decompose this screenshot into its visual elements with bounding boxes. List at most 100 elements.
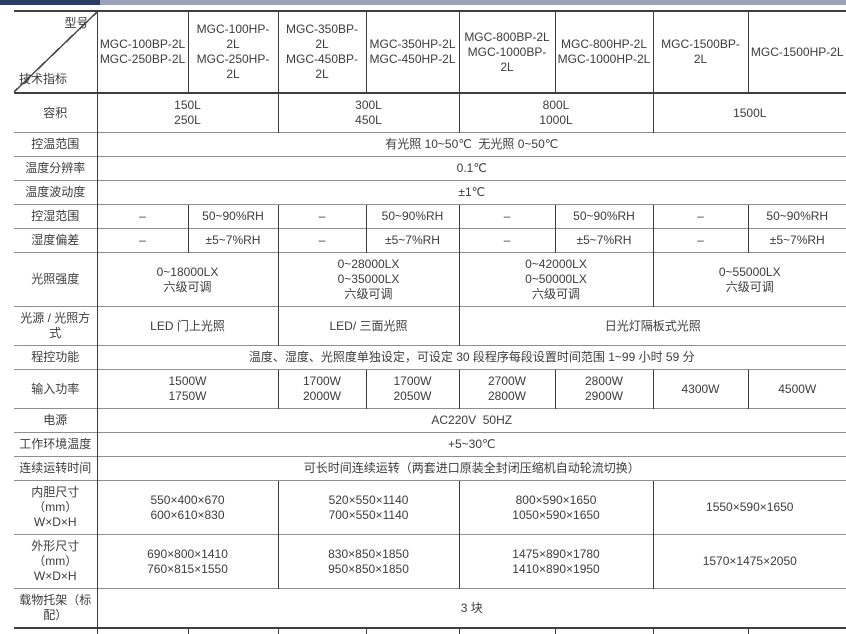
spec-value-cell: 日光灯隔板式光照 xyxy=(458,306,846,346)
spec-value-cell: 1550×590×1650 xyxy=(652,480,846,535)
spec-row-11: 工作环境温度 +5~30℃ xyxy=(14,432,846,457)
spec-value-cell: 50~90%RH xyxy=(365,204,459,229)
model-header-row: 型号 技术指标 MGC-100BP-2L MGC-250BP-2L MGC-100H… xyxy=(14,10,846,93)
spec-value-cell: ±5~7%RH xyxy=(365,228,459,253)
model-header-cell-1: MGC-100BP-2L MGC-250BP-2L xyxy=(96,10,188,93)
spec-row-9: 输入功率 1500W 1750W 1700W 2000W 1700W 2050W 2700W 2… xyxy=(14,369,846,409)
spec-value-cell: – xyxy=(277,228,366,253)
spec-value-cell: 有光照 10~50℃ 无光照 0~50℃ xyxy=(96,132,846,157)
model-header-cell-5: MGC-800BP-2L MGC-1000BP-2L xyxy=(458,10,555,93)
spec-value-cell: 3 块 xyxy=(96,588,846,628)
spec-table: 型号 技术指标 MGC-100BP-2L MGC-250BP-2L MGC-100H… xyxy=(14,10,846,634)
spec-value-cell: 1500W 1750W xyxy=(96,369,278,409)
spec-label-cell: 内胆尺寸（mm） W×D×H xyxy=(14,480,97,535)
spec-value-cell: 4500W xyxy=(747,369,846,409)
cut-off-row xyxy=(14,627,846,634)
spec-value-cell: ±5~7%RH xyxy=(747,228,846,253)
spec-value-cell: 0.1℃ xyxy=(96,156,846,181)
spec-row-12: 连续运转时间 可长时间连续运转（两套进口原装全封闭压缩机自动轮流切换） xyxy=(14,456,846,481)
model-header-cell-3: MGC-350BP-2L MGC-450BP-2L xyxy=(277,10,366,93)
spec-label-cell: 程控功能 xyxy=(14,345,97,370)
spec-value-cell: 50~90%RH xyxy=(554,204,653,229)
spec-value-cell: LED 门上光照 xyxy=(96,306,278,346)
spec-value-cell: +5~30℃ xyxy=(96,432,846,457)
spec-sheet: 型号 技术指标 MGC-100BP-2L MGC-250BP-2L MGC-100H… xyxy=(14,10,846,634)
spec-value-cell: 800×590×1650 1050×590×1650 xyxy=(458,480,653,535)
spec-row-2: 温度分辨率 0.1℃ xyxy=(14,156,846,181)
model-header-cell-8: MGC-1500HP-2L xyxy=(747,10,846,93)
corner-label-spec: 技术指标 xyxy=(19,72,68,86)
spec-label-cell: 控湿范围 xyxy=(14,204,97,229)
spec-value-cell: 1475×890×1780 1410×890×1950 xyxy=(458,534,653,589)
spec-value-cell: 2800W 2900W xyxy=(554,369,653,409)
model-header-cell-7: MGC-1500BP-2L xyxy=(652,10,748,93)
spec-value-cell: ±5~7%RH xyxy=(187,228,278,253)
top-accent-bar-light-segment xyxy=(100,0,846,5)
spec-label-cell: 温度分辨率 xyxy=(14,156,97,181)
spec-label-cell: 外形尺寸（mm） W×D×H xyxy=(14,534,97,589)
spec-value-cell: 1570×1475×2050 xyxy=(652,534,846,589)
spec-label-cell: 湿度偏差 xyxy=(14,228,97,253)
spec-value-cell: LED/ 三面光照 xyxy=(277,306,459,346)
spec-row-4: 控湿范围 –50~90%RH –50~90%RH –50~90%RH –50~90%RH xyxy=(14,204,846,229)
spec-label-cell: 工作环境温度 xyxy=(14,432,97,457)
spec-value-cell: 300L 450L xyxy=(277,92,459,133)
spec-value-cell: 0~18000LX 六级可调 xyxy=(96,252,278,307)
spec-value-cell: 520×550×1140 700×550×1140 xyxy=(277,480,459,535)
spec-row-10: 电源 AC220V 50HZ xyxy=(14,408,846,433)
spec-row-6: 光照强度 0~18000LX 六级可调 0~28000LX 0~35000LX 六级可调 0… xyxy=(14,252,846,307)
spec-value-cell: 830×850×1850 950×850×1850 xyxy=(277,534,459,589)
spec-row-8: 程控功能 温度、湿度、光照度单独设定，可设定 30 段程序每段设置时间范围 1~9… xyxy=(14,345,846,370)
spec-value-cell: – xyxy=(458,204,555,229)
spec-label-cell: 光源 / 光照方式 xyxy=(14,306,97,346)
spec-value-cell: – xyxy=(96,228,188,253)
spec-value-cell: 4300W xyxy=(652,369,748,409)
top-accent-bar xyxy=(0,0,846,5)
spec-row-0: 容积 150L 250L 300L 450L 800L 1000L 1500L xyxy=(14,92,846,133)
spec-value-cell: – xyxy=(652,204,748,229)
diagonal-divider xyxy=(14,13,97,92)
spec-value-cell: ±5~7%RH xyxy=(554,228,653,253)
spec-value-cell: ±1℃ xyxy=(96,180,846,205)
spec-row-3: 温度波动度 ±1℃ xyxy=(14,180,846,205)
spec-label-cell: 电源 xyxy=(14,408,97,433)
spec-value-cell: 可长时间连续运转（两套进口原装全封闭压缩机自动轮流切换） xyxy=(96,456,846,481)
spec-value-cell: 1700W 2000W xyxy=(277,369,366,409)
spec-value-cell: 150L 250L xyxy=(96,92,278,133)
spec-value-cell: AC220V 50HZ xyxy=(96,408,846,433)
spec-value-cell: – xyxy=(277,204,366,229)
spec-value-cell: 1700W 2050W xyxy=(365,369,459,409)
spec-value-cell: – xyxy=(458,228,555,253)
spec-value-cell: 0~42000LX 0~50000LX 六级可调 xyxy=(458,252,653,307)
spec-value-cell: 0~55000LX 六级可调 xyxy=(652,252,846,307)
spec-value-cell: – xyxy=(652,228,748,253)
top-accent-bar-dark-segment xyxy=(0,0,100,5)
spec-value-cell: 2700W 2800W xyxy=(458,369,555,409)
spec-row-1: 控温范围 有光照 10~50℃ 无光照 0~50℃ xyxy=(14,132,846,157)
spec-value-cell: 温度、湿度、光照度单独设定，可设定 30 段程序每段设置时间范围 1~99 小时… xyxy=(96,345,846,370)
spec-label-cell: 连续运转时间 xyxy=(14,456,97,481)
spec-row-5: 湿度偏差 – ±5~7%RH – ±5~7%RH – ±5~7%RH – ±5~7%RH xyxy=(14,228,846,253)
spec-row-7: 光源 / 光照方式 LED 门上光照 LED/ 三面光照 日光灯隔板式光照 xyxy=(14,306,846,346)
spec-value-cell: 0~28000LX 0~35000LX 六级可调 xyxy=(277,252,459,307)
spec-value-cell: 50~90%RH xyxy=(187,204,278,229)
spec-label-cell: 光照强度 xyxy=(14,252,97,307)
spec-value-cell: 800L 1000L xyxy=(458,92,653,133)
spec-value-cell: 690×800×1410 760×815×1550 xyxy=(96,534,278,589)
spec-row-15: 载物托架（标配） 3 块 xyxy=(14,588,846,628)
corner-header-cell: 型号 技术指标 xyxy=(14,10,97,93)
spec-label-cell: 载物托架（标配） xyxy=(14,588,97,628)
model-header-cell-4: MGC-350HP-2L MGC-450HP-2L xyxy=(365,10,459,93)
spec-row-13: 内胆尺寸（mm） W×D×H 550×400×670 600×610×830 520×5… xyxy=(14,480,846,535)
spec-value-cell: 1500L xyxy=(652,92,846,133)
corner-label-model: 型号 xyxy=(64,16,89,30)
model-header-cell-2: MGC-100HP-2L MGC-250HP-2L xyxy=(187,10,278,93)
spec-row-14: 外形尺寸（mm） W×D×H 690×800×1410 760×815×1550 830… xyxy=(14,534,846,589)
model-header-cell-6: MGC-800HP-2L MGC-1000HP-2L xyxy=(554,10,653,93)
spec-label-cell: 容积 xyxy=(14,92,97,133)
spec-value-cell: 50~90%RH xyxy=(747,204,846,229)
spec-label-cell: 输入功率 xyxy=(14,369,97,409)
spec-label-cell: 控温范围 xyxy=(14,132,97,157)
spec-label-cell: 温度波动度 xyxy=(14,180,97,205)
spec-value-cell: 550×400×670 600×610×830 xyxy=(96,480,278,535)
